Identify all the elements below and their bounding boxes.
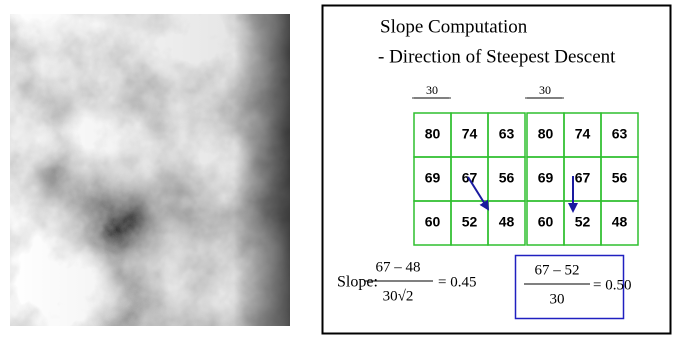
numerator: 67 – 52 xyxy=(535,262,580,278)
cell-value: 56 xyxy=(612,170,628,186)
page: Slope Computation - Direction of Steepes… xyxy=(0,0,681,340)
spacing-label: 30 xyxy=(539,83,551,97)
denominator: 30√2 xyxy=(383,288,414,304)
numerator: 67 – 48 xyxy=(376,259,421,275)
cell-value: 60 xyxy=(538,214,554,230)
cell-value: 80 xyxy=(425,126,441,142)
image-shade xyxy=(10,14,290,326)
cell-value: 52 xyxy=(575,214,591,230)
cell-value: 56 xyxy=(499,170,515,186)
result: = 0.50 xyxy=(593,277,631,293)
cell-value: 74 xyxy=(575,126,591,142)
cell-value: 69 xyxy=(425,170,441,186)
cell-value: 48 xyxy=(499,214,515,230)
slide-subtitle: - Direction of Steepest Descent xyxy=(378,46,616,67)
cell-value: 63 xyxy=(612,126,628,142)
slope-label: Slope: xyxy=(337,274,378,291)
cell-value: 74 xyxy=(462,126,478,142)
denominator: 30 xyxy=(550,291,565,307)
cell-value: 63 xyxy=(499,126,515,142)
cell-value: 69 xyxy=(538,170,554,186)
cell-value: 48 xyxy=(612,214,628,230)
result: = 0.45 xyxy=(438,274,476,290)
cell-value: 67 xyxy=(575,170,591,186)
cell-value: 80 xyxy=(538,126,554,142)
cell-value: 60 xyxy=(425,214,441,230)
cell-value: 52 xyxy=(462,214,478,230)
spacing-label: 30 xyxy=(426,83,438,97)
slide-title: Slope Computation xyxy=(380,16,528,37)
